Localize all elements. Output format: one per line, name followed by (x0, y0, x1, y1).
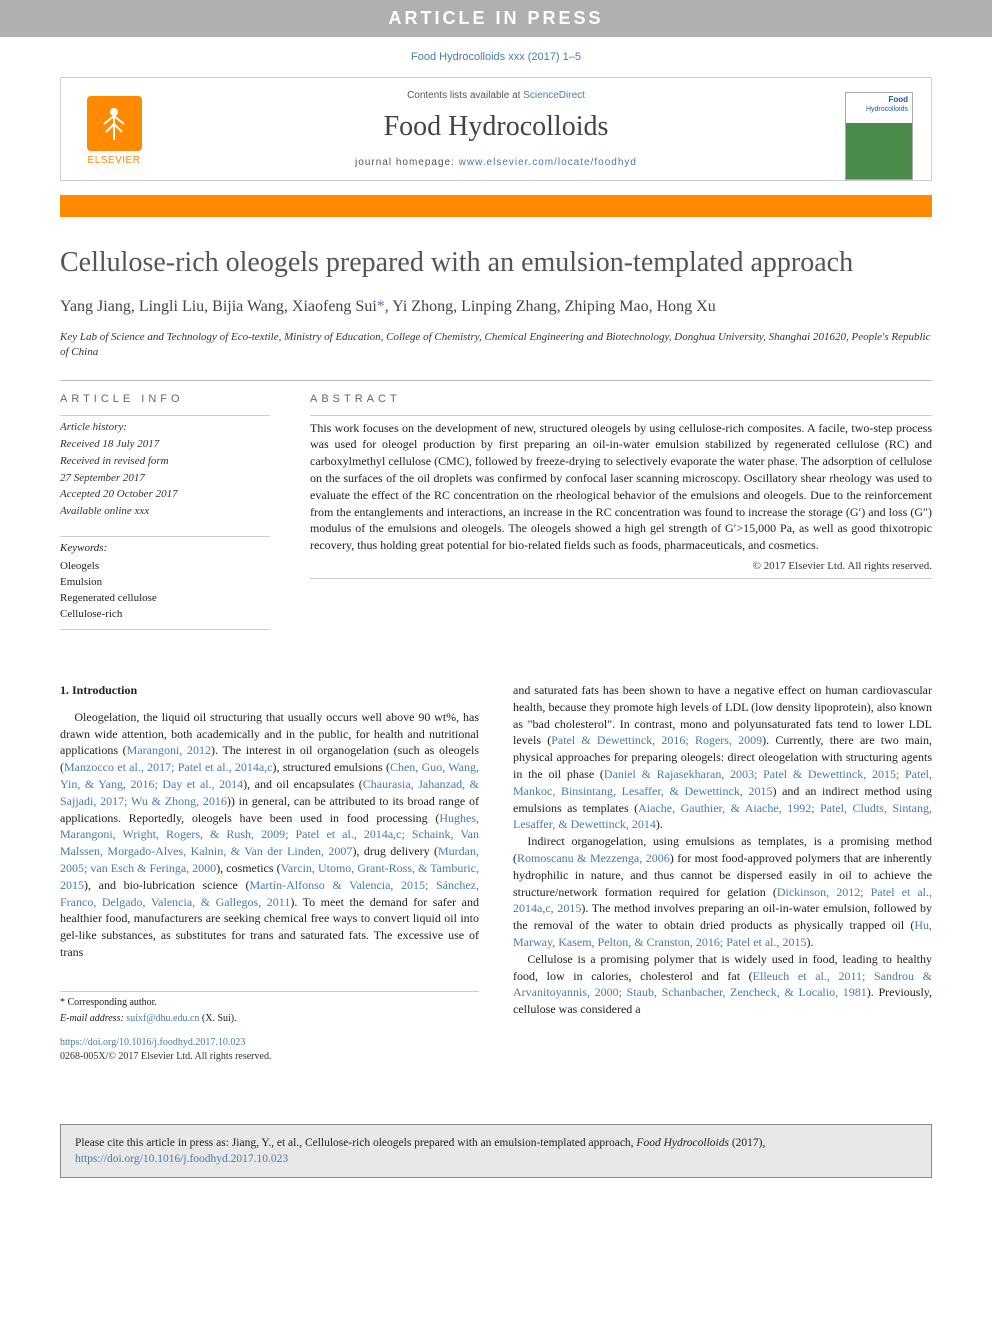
cite-journal-italic: Food Hydrocolloids (636, 1137, 729, 1149)
info-abstract-row: ARTICLE INFO Article history: Received 1… (60, 393, 932, 634)
cover-subtitle: Hydrocolloids (846, 106, 912, 113)
article-info-label: ARTICLE INFO (60, 393, 270, 405)
keyword: Emulsion (60, 575, 270, 591)
footer-block: * Corresponding author. E-mail address: … (60, 991, 479, 1064)
keyword: Oleogels (60, 559, 270, 575)
divider (60, 536, 270, 537)
citation: Patel & Dewettinck, 2016; Rogers, 2009 (551, 733, 762, 747)
body-paragraph: and saturated fats has been shown to hav… (513, 682, 932, 833)
authors-line: Yang Jiang, Lingli Liu, Bijia Wang, Xiao… (60, 298, 932, 316)
journal-reference: Food Hydrocolloids xxx (2017) 1–5 (0, 37, 992, 77)
accepted-date: Accepted 20 October 2017 (60, 487, 270, 503)
affiliation: Key Lab of Science and Technology of Eco… (60, 330, 932, 360)
body-columns: 1. Introduction Oleogelation, the liquid… (60, 682, 932, 1064)
online-date: Available online xxx (60, 504, 270, 520)
received-date: Received 18 July 2017 (60, 437, 270, 453)
section-heading: 1. Introduction (60, 682, 479, 699)
citation: Marangoni, 2012 (127, 743, 211, 757)
journal-homepage-link[interactable]: www.elsevier.com/locate/foodhyd (459, 157, 637, 168)
body-paragraph: Cellulose is a promising polymer that is… (513, 951, 932, 1018)
body-column-left: 1. Introduction Oleogelation, the liquid… (60, 682, 479, 1064)
email-line: E-mail address: suixf@dhu.edu.cn (X. Sui… (60, 1012, 479, 1026)
journal-header-box: ELSEVIER Food Hydrocolloids Contents lis… (60, 77, 932, 181)
citation: Romoscanu & Mezzenga, 2006 (517, 851, 670, 865)
elsevier-logo: ELSEVIER (79, 96, 149, 176)
divider (60, 415, 270, 416)
body-column-right: and saturated fats has been shown to hav… (513, 682, 932, 1064)
citation-box: Please cite this article in press as: Ji… (60, 1124, 932, 1178)
divider (60, 380, 932, 381)
journal-homepage-line: journal homepage: www.elsevier.com/locat… (61, 157, 931, 168)
article-in-press-banner: ARTICLE IN PRESS (0, 0, 992, 37)
journal-cover-thumbnail: Food Hydrocolloids (845, 92, 913, 180)
abstract-text: This work focuses on the development of … (310, 420, 932, 554)
issn-copyright: 0268-005X/© 2017 Elsevier Ltd. All right… (60, 1050, 479, 1064)
revised-label: Received in revised form (60, 454, 270, 470)
cite-doi-link[interactable]: https://doi.org/10.1016/j.foodhyd.2017.1… (75, 1153, 288, 1165)
elsevier-brand-text: ELSEVIER (79, 155, 149, 166)
abstract-column: ABSTRACT This work focuses on the develo… (310, 393, 932, 634)
keyword: Regenerated cellulose (60, 591, 270, 607)
article-history: Article history: Received 18 July 2017 R… (60, 420, 270, 521)
keyword: Cellulose-rich (60, 607, 270, 623)
divider (60, 991, 479, 992)
sciencedirect-link[interactable]: ScienceDirect (523, 90, 585, 101)
divider (310, 415, 932, 416)
corresponding-marker: * (377, 298, 385, 315)
doi-link[interactable]: https://doi.org/10.1016/j.foodhyd.2017.1… (60, 1037, 245, 1048)
keywords-block: Keywords: Oleogels Emulsion Regenerated … (60, 541, 270, 623)
history-label: Article history: (60, 420, 270, 436)
divider (60, 629, 270, 630)
elsevier-tree-icon (87, 96, 142, 151)
corresponding-author-note: * Corresponding author. (60, 996, 479, 1010)
article-info-column: ARTICLE INFO Article history: Received 1… (60, 393, 270, 634)
body-paragraph: Indirect organogelation, using emulsions… (513, 833, 932, 951)
journal-name: Food Hydrocolloids (61, 101, 931, 157)
corresponding-email-link[interactable]: suixf@dhu.edu.cn (126, 1013, 199, 1024)
orange-divider-bar (60, 195, 932, 217)
cover-title: Food (846, 93, 912, 106)
abstract-label: ABSTRACT (310, 393, 932, 405)
article-title: Cellulose-rich oleogels prepared with an… (60, 245, 932, 280)
article-content: Cellulose-rich oleogels prepared with an… (0, 217, 992, 1104)
doi-line: https://doi.org/10.1016/j.foodhyd.2017.1… (60, 1036, 479, 1050)
keywords-label: Keywords: (60, 541, 270, 557)
divider (310, 578, 932, 579)
abstract-copyright: © 2017 Elsevier Ltd. All rights reserved… (310, 560, 932, 572)
body-paragraph: Oleogelation, the liquid oil structuring… (60, 709, 479, 961)
revised-date: 27 September 2017 (60, 471, 270, 487)
citation: Manzocco et al., 2017; Patel et al., 201… (64, 760, 273, 774)
contents-available-line: Contents lists available at ScienceDirec… (61, 90, 931, 101)
